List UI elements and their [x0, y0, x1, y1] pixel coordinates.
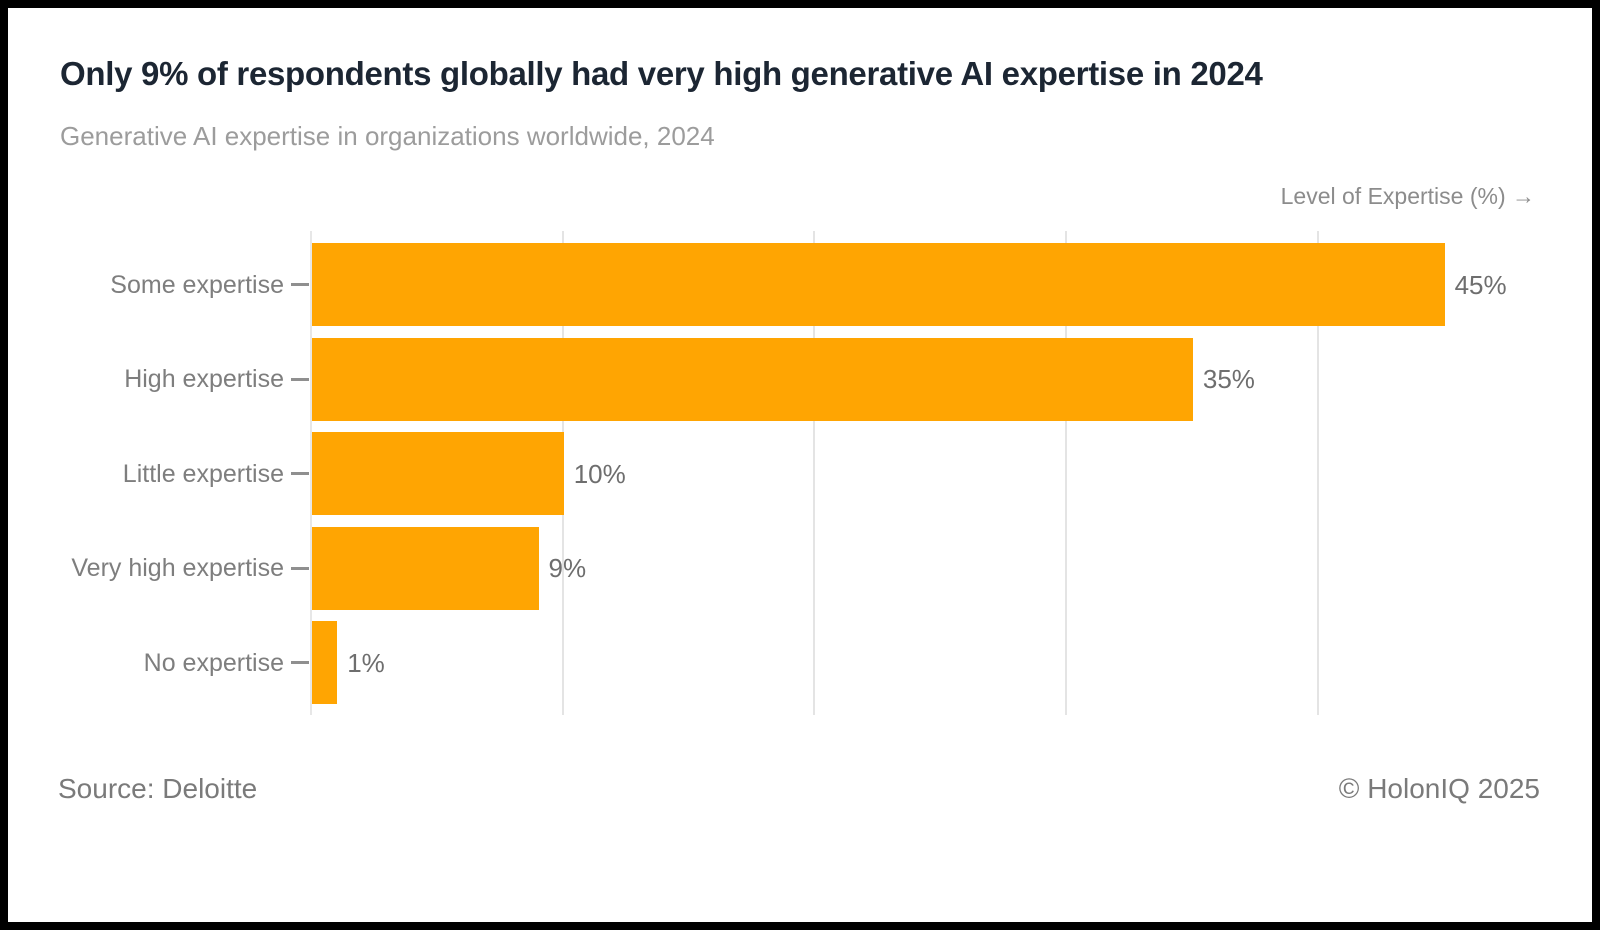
chart-title: Only 9% of respondents globally had very…	[60, 55, 1263, 92]
y-axis-line	[310, 231, 312, 715]
tick-mark	[291, 283, 309, 286]
bar	[312, 526, 539, 610]
bar-value-label: 10%	[573, 458, 626, 489]
bar	[312, 243, 1445, 326]
category-label: Some expertise	[110, 270, 284, 299]
grid-line	[1065, 231, 1068, 715]
bar-value-label: 45%	[1454, 269, 1507, 300]
tick-mark	[291, 661, 309, 665]
bar-value-label: 35%	[1202, 364, 1255, 395]
x-axis-title: Level of Expertise (%) →	[1280, 183, 1535, 209]
category-label: No expertise	[143, 648, 284, 677]
tick-mark	[291, 377, 309, 381]
bar-value-label: 9%	[548, 553, 587, 584]
grid-line	[813, 231, 816, 715]
chart-subtitle: Generative AI expertise in organizations…	[60, 121, 715, 151]
source-note: Source: Deloitte	[58, 773, 258, 804]
bar	[312, 432, 564, 516]
category-label: Very high expertise	[71, 554, 284, 583]
bar	[312, 337, 1193, 421]
category-label: Little expertise	[122, 459, 284, 488]
category-label: High expertise	[124, 365, 284, 394]
plot-area: 45% 35% 10% 9% 1%	[310, 231, 1507, 715]
y-axis-category-labels: Some expertise High expertise Little exper…	[0, 231, 284, 715]
copyright-note: © HolonIQ 2025	[1338, 773, 1540, 804]
bar	[312, 621, 338, 705]
bar-value-label: 1%	[347, 647, 385, 678]
grid-line	[1316, 231, 1319, 715]
tick-mark	[291, 472, 309, 476]
tick-mark	[291, 566, 309, 570]
